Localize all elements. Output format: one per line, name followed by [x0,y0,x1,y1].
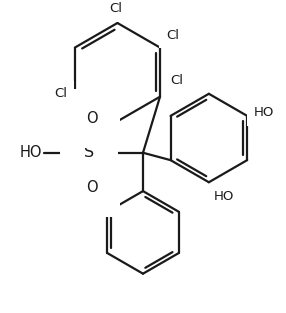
Text: Cl: Cl [170,74,183,87]
Text: HO: HO [214,190,234,203]
Text: S: S [84,145,94,160]
Text: HO: HO [19,145,42,160]
Text: Cl: Cl [54,87,67,100]
Text: O: O [86,180,98,195]
Text: Cl: Cl [166,29,179,42]
Text: HO: HO [254,106,275,120]
Text: Cl: Cl [111,2,124,15]
Text: O: O [86,111,98,126]
Text: Cl: Cl [109,2,122,15]
